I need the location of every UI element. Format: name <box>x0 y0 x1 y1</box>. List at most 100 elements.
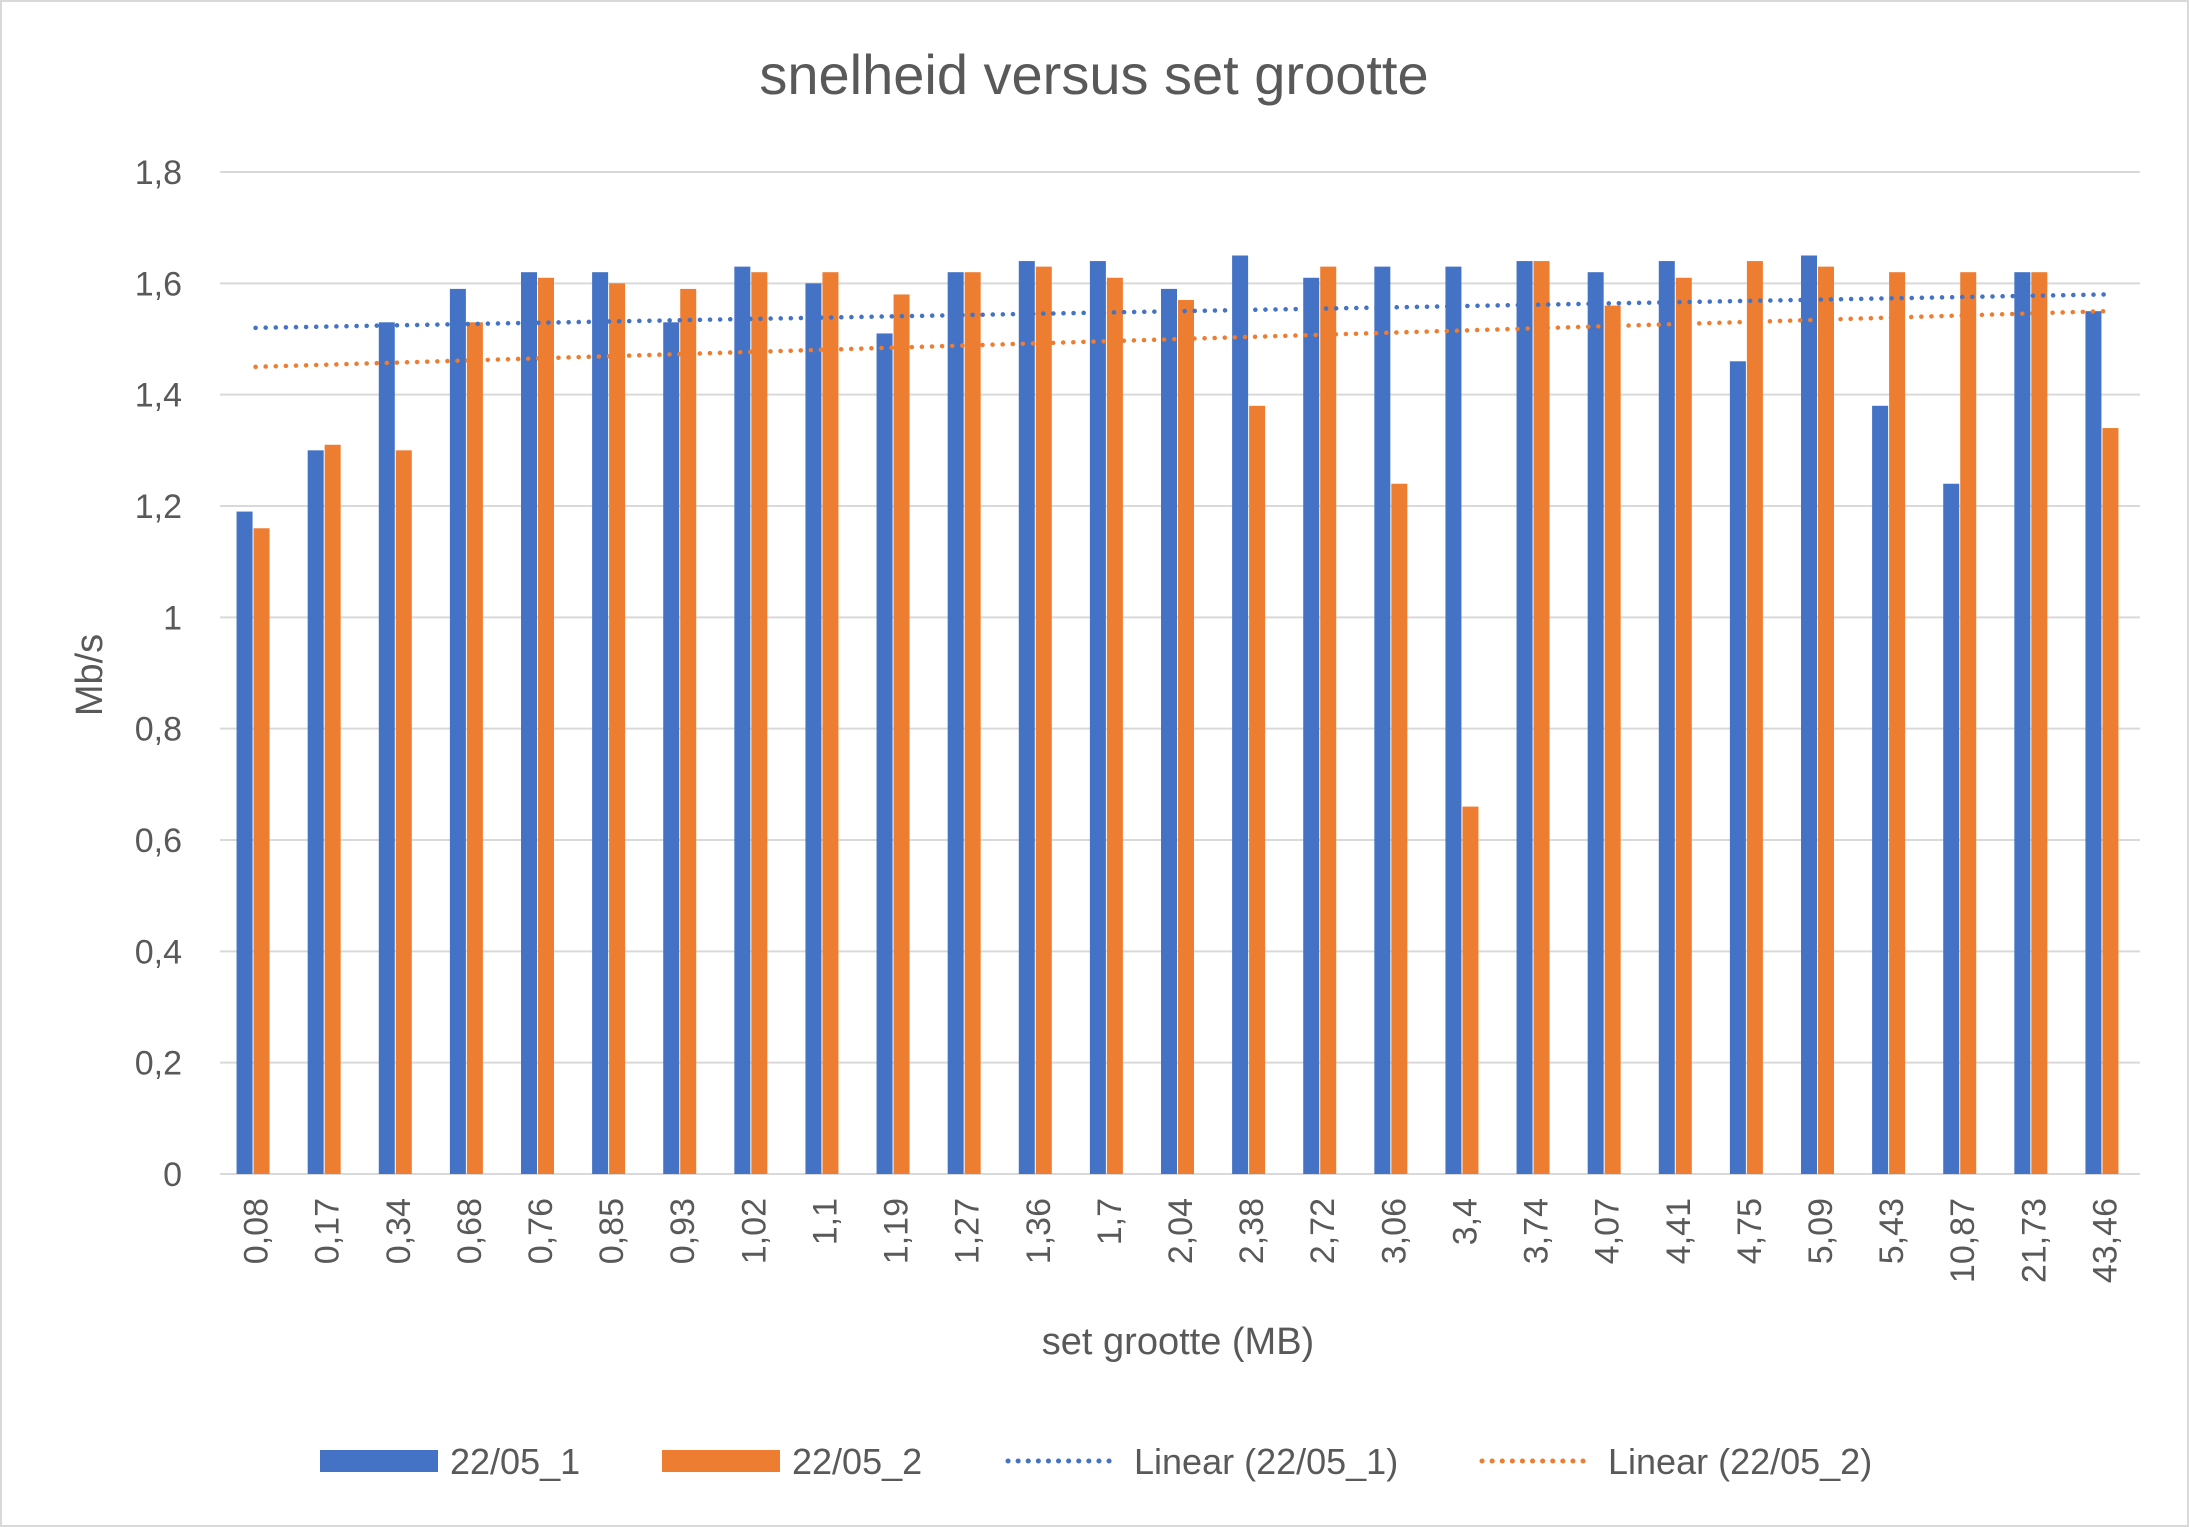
bar-22-05-1-20 <box>1658 261 1675 1175</box>
bars <box>236 255 2119 1175</box>
x-tick-label: 4,75 <box>1731 1198 1769 1264</box>
bar-22-05-2-13 <box>1178 300 1194 1174</box>
bar-22-05-1-7 <box>734 266 751 1175</box>
bar-22-05-2-23 <box>1889 272 1906 1174</box>
bar-22-05-2-10 <box>964 272 981 1174</box>
legend-label: 22/05_2 <box>792 1441 922 1482</box>
bar-22-05-2-24 <box>1960 272 1977 1174</box>
bar-22-05-1-3 <box>449 288 466 1174</box>
bar-22-05-1-5 <box>592 272 609 1174</box>
bar-22-05-1-1 <box>307 450 324 1174</box>
bar-22-05-2-5 <box>609 283 626 1174</box>
bar-22-05-1-23 <box>1872 405 1889 1174</box>
bar-22-05-1-18 <box>1516 261 1533 1175</box>
bar-22-05-2-0 <box>253 528 270 1174</box>
x-tick-label: 3,4 <box>1446 1198 1484 1245</box>
legend-label: 22/05_1 <box>450 1441 580 1482</box>
x-tick-label: 10,87 <box>1944 1198 1982 1283</box>
x-tick-label: 0,76 <box>522 1198 560 1264</box>
x-tick-label: 0,68 <box>451 1198 489 1264</box>
bar-22-05-1-13 <box>1161 288 1177 1174</box>
bar-22-05-1-11 <box>1018 261 1035 1175</box>
bar-22-05-1-10 <box>947 272 964 1174</box>
bar-22-05-2-8 <box>822 272 839 1174</box>
y-tick-label: 0,4 <box>135 933 182 971</box>
bar-22-05-2-17 <box>1462 806 1479 1174</box>
bar-22-05-2-18 <box>1533 261 1550 1175</box>
y-tick-label: 1,6 <box>135 265 182 303</box>
x-tick-label: 1,1 <box>806 1198 844 1245</box>
y-tick-label: 0,8 <box>135 711 182 749</box>
y-tick-label: 1,4 <box>135 377 182 415</box>
bar-22-05-2-12 <box>1106 277 1123 1174</box>
y-tick-label: 1,2 <box>135 488 182 526</box>
x-tick-label: 2,72 <box>1304 1198 1342 1264</box>
x-tick-label: 0,85 <box>593 1198 631 1264</box>
bar-22-05-1-17 <box>1445 266 1462 1175</box>
bar-22-05-2-6 <box>680 288 697 1174</box>
legend-label: Linear (22/05_2) <box>1608 1441 1872 1482</box>
y-tick-label: 0,6 <box>135 822 182 860</box>
bar-22-05-2-2 <box>395 450 412 1174</box>
x-tick-label: 5,43 <box>1873 1198 1911 1264</box>
x-tick-label: 0,93 <box>664 1198 702 1264</box>
legend-label: Linear (22/05_1) <box>1134 1441 1398 1482</box>
x-tick-label: 4,41 <box>1660 1198 1698 1264</box>
bar-22-05-1-12 <box>1089 261 1106 1175</box>
x-tick-label: 1,7 <box>1091 1198 1129 1245</box>
x-tick-label: 3,74 <box>1518 1198 1556 1264</box>
legend: 22/05_1 22/05_2 Linear (22/05_1) Linear (22… <box>320 1441 1872 1482</box>
chart-title: snelheid versus set grootte <box>759 43 1428 106</box>
y-tick-label: 0 <box>163 1156 182 1194</box>
x-tick-label: 3,06 <box>1375 1198 1413 1264</box>
x-tick-label: 1,27 <box>949 1198 987 1264</box>
bar-22-05-2-9 <box>893 294 910 1174</box>
bar-22-05-1-6 <box>663 322 680 1174</box>
bar-22-05-2-22 <box>1818 266 1834 1175</box>
x-axis-title: set grootte (MB) <box>1042 1321 1314 1363</box>
bar-22-05-1-9 <box>876 333 893 1174</box>
bar-22-05-2-21 <box>1746 261 1763 1175</box>
bar-22-05-1-22 <box>1801 255 1817 1174</box>
bar-22-05-2-1 <box>324 444 341 1174</box>
y-tick-label: 0,2 <box>135 1045 182 1083</box>
y-tick-label: 1 <box>163 599 182 637</box>
x-tick-label: 1,19 <box>878 1198 916 1264</box>
bar-22-05-1-25 <box>2014 272 2031 1174</box>
bar-22-05-1-24 <box>1943 483 1960 1174</box>
bar-22-05-1-21 <box>1729 361 1746 1174</box>
x-axis-ticks: 0,08 0,17 0,34 0,68 0,76 0,85 0,93 1,02 1,1 1,19 1… <box>238 1198 2125 1283</box>
bar-22-05-2-20 <box>1675 277 1692 1174</box>
bar-22-05-1-16 <box>1374 266 1391 1175</box>
bar-22-05-1-26 <box>2085 311 2102 1175</box>
bar-22-05-1-14 <box>1232 255 1249 1174</box>
x-tick-label: 2,38 <box>1233 1198 1271 1264</box>
bar-22-05-2-4 <box>538 277 554 1174</box>
x-tick-label: 2,04 <box>1162 1198 1200 1264</box>
x-tick-label: 1,36 <box>1020 1198 1058 1264</box>
y-axis-ticks: 0 0,2 0,4 0,6 0,8 1 1,2 1,4 1,6 1,8 <box>135 154 182 1194</box>
bar-22-05-1-0 <box>236 511 253 1175</box>
x-tick-label: 43,46 <box>2086 1198 2124 1283</box>
bar-22-05-2-3 <box>466 322 483 1174</box>
bar-22-05-2-19 <box>1604 305 1621 1175</box>
legend-swatch <box>662 1450 780 1472</box>
x-tick-label: 0,17 <box>309 1198 347 1264</box>
bar-22-05-2-26 <box>2102 428 2119 1175</box>
x-tick-label: 5,09 <box>1802 1198 1840 1264</box>
x-tick-label: 0,08 <box>238 1198 276 1264</box>
bar-22-05-2-7 <box>751 272 768 1174</box>
y-tick-label: 1,8 <box>135 154 182 192</box>
x-tick-label: 21,73 <box>2015 1198 2053 1283</box>
bar-22-05-2-16 <box>1391 483 1408 1174</box>
bar-22-05-2-15 <box>1320 266 1337 1175</box>
bar-22-05-2-25 <box>2031 272 2048 1174</box>
y-axis-title: Mb/s <box>69 634 111 716</box>
x-tick-label: 0,34 <box>380 1198 418 1264</box>
bar-22-05-2-14 <box>1249 405 1266 1174</box>
bar-22-05-1-2 <box>378 322 395 1174</box>
bar-22-05-1-8 <box>805 283 822 1174</box>
bar-22-05-1-15 <box>1303 277 1320 1174</box>
